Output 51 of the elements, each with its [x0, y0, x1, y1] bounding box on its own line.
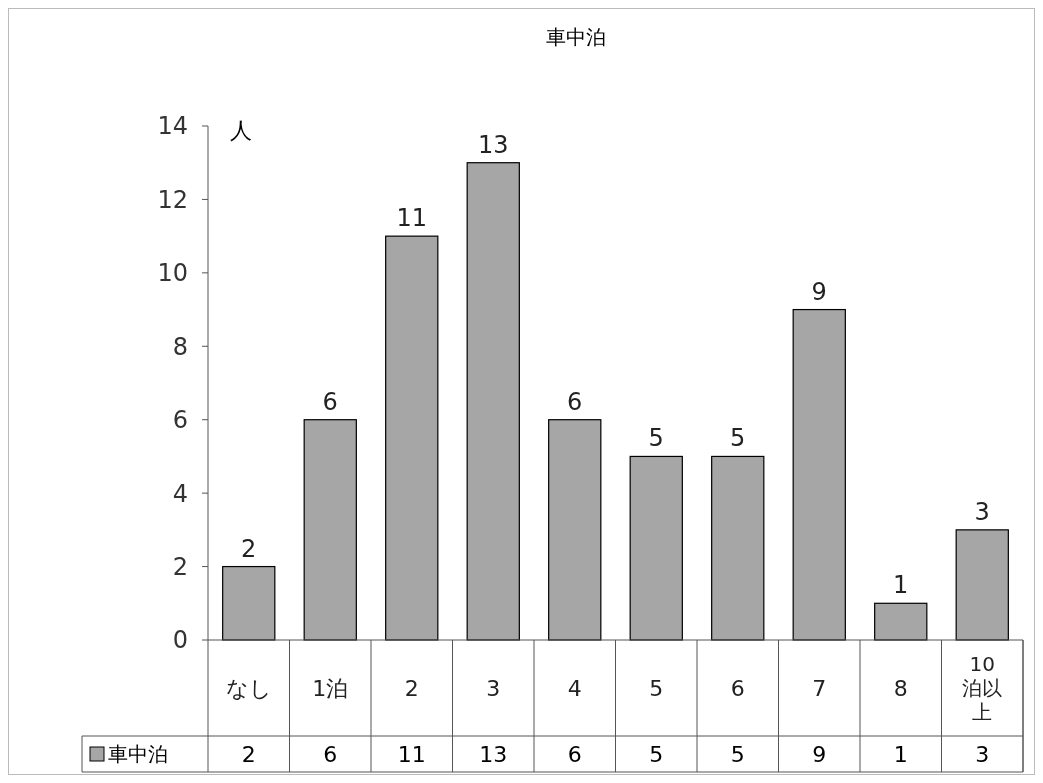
data-label: 9: [812, 741, 827, 767]
x-tick-label: 5: [649, 675, 664, 701]
bar: [303, 419, 357, 641]
text: 6: [567, 387, 583, 416]
x-tick-label: 1泊: [312, 675, 349, 701]
bar: [629, 455, 683, 641]
bar: [385, 235, 439, 641]
x-tick-label: 4: [567, 675, 582, 701]
y-tick-label: 10: [157, 259, 188, 288]
bar: [955, 529, 1009, 641]
x-tick-label: なし: [225, 675, 272, 701]
bar: [466, 162, 520, 641]
data-label: 5: [649, 741, 664, 767]
y-axis-title: 人: [230, 118, 252, 143]
bar: [222, 565, 276, 641]
y-tick-label: 2: [172, 552, 188, 581]
x-tick-label: 8: [893, 675, 908, 701]
bar: [792, 308, 846, 641]
bar: [548, 419, 602, 641]
x-tick-label: 3: [486, 675, 501, 701]
category-label: 3: [974, 497, 990, 526]
x-tick-label: 6: [730, 675, 745, 701]
text: 5: [730, 424, 746, 453]
y-tick-label: 4: [172, 479, 188, 508]
bar: [874, 602, 928, 641]
text: 2: [241, 534, 257, 563]
legend-label: 車中泊: [108, 742, 168, 766]
x-tick-label: 7: [812, 675, 827, 701]
data-label: 13: [479, 741, 508, 767]
text: 9: [811, 277, 827, 306]
text: 6: [322, 387, 338, 416]
y-tick-label: 14: [157, 112, 188, 141]
text: 11: [396, 204, 428, 233]
y-tick-label: 8: [172, 332, 188, 361]
data-label: 5: [730, 741, 745, 767]
y-tick-label: 0: [172, 626, 188, 655]
text: 13: [477, 130, 509, 159]
data-label: 6: [323, 741, 338, 767]
x-tick-label: 2: [404, 675, 419, 701]
data-label: 3: [975, 741, 990, 767]
data-label: 11: [397, 741, 426, 767]
chart-title: 車中泊: [545, 25, 606, 49]
x-tick-label: 10泊以上: [962, 652, 1003, 724]
data-label: 6: [567, 741, 582, 767]
y-tick-label: 6: [172, 406, 188, 435]
y-tick-label: 12: [157, 185, 188, 214]
text: 1: [893, 571, 909, 600]
bar: [711, 455, 765, 641]
data-label: 2: [241, 741, 256, 767]
category-label: 5: [648, 424, 664, 453]
data-label: 1: [893, 741, 908, 767]
